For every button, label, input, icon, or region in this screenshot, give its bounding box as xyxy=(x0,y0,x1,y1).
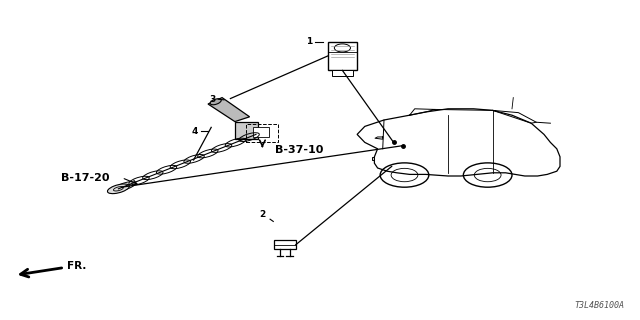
Bar xyxy=(253,127,269,137)
Text: B-17-20: B-17-20 xyxy=(61,172,109,183)
Bar xyxy=(328,42,357,70)
Text: B-37-10: B-37-10 xyxy=(275,145,324,156)
Text: FR.: FR. xyxy=(20,260,86,277)
Ellipse shape xyxy=(108,184,129,194)
Bar xyxy=(332,70,353,76)
Text: 1: 1 xyxy=(306,37,312,46)
Text: 2: 2 xyxy=(259,210,266,219)
Text: 3: 3 xyxy=(209,95,216,104)
FancyBboxPatch shape xyxy=(235,122,258,139)
Bar xyxy=(274,240,296,249)
Polygon shape xyxy=(208,98,250,122)
Ellipse shape xyxy=(210,99,221,105)
Text: T3L4B6100A: T3L4B6100A xyxy=(574,301,624,310)
Text: 4: 4 xyxy=(192,127,198,136)
